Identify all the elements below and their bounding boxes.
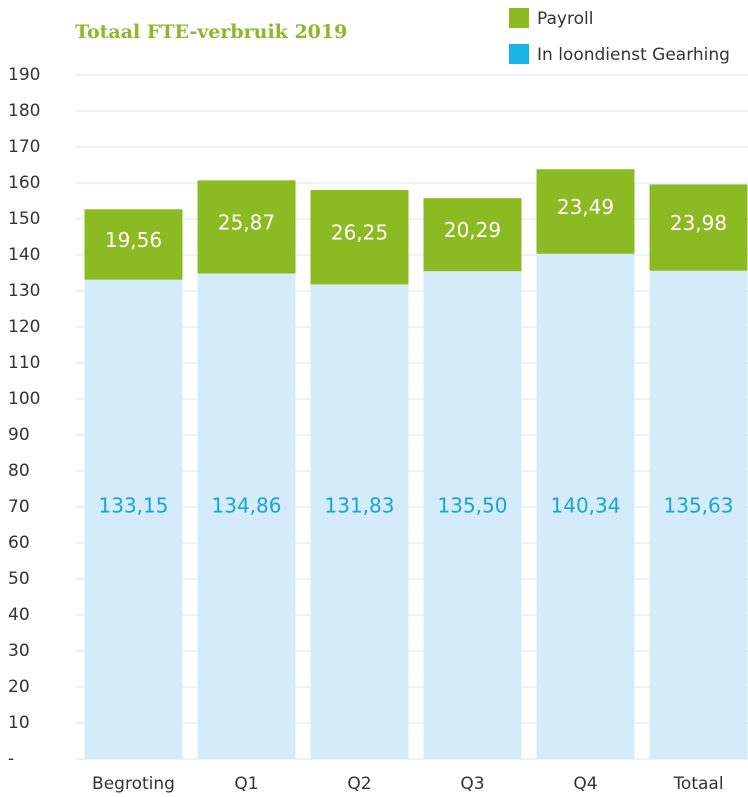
y-tick-label: 70 xyxy=(8,497,30,517)
legend-swatch xyxy=(509,8,529,28)
value-label: 133,15 xyxy=(99,494,169,518)
bar-segment xyxy=(536,169,635,254)
bar-segment xyxy=(84,209,183,280)
y-tick-label: 120 xyxy=(8,317,40,337)
value-label: 23,49 xyxy=(557,195,614,219)
y-tick-label: 40 xyxy=(8,605,30,625)
value-label: 135,63 xyxy=(664,494,734,518)
value-label: 25,87 xyxy=(218,210,275,234)
legend-label: Payroll xyxy=(537,9,593,29)
y-tick-label: 90 xyxy=(8,425,30,445)
y-tick-label: 140 xyxy=(8,245,40,265)
value-label: 20,29 xyxy=(444,218,501,242)
legend-label: In loondienst Gearhing xyxy=(537,45,730,65)
y-tick-label: 20 xyxy=(8,677,30,697)
bar-segment xyxy=(310,284,409,759)
legend-swatch xyxy=(509,44,529,64)
value-label: 23,98 xyxy=(670,211,727,235)
y-tick-label: 160 xyxy=(8,173,40,193)
y-tick-label: 110 xyxy=(8,353,40,373)
y-tick-label: 170 xyxy=(8,137,40,157)
value-label: 134,86 xyxy=(212,494,282,518)
bar-segment xyxy=(423,198,522,272)
y-tick-label: 180 xyxy=(8,101,40,121)
y-tick-label: 60 xyxy=(8,533,30,553)
bar-segment xyxy=(649,184,748,271)
bar-segment xyxy=(649,270,748,759)
x-tick-label: Totaal xyxy=(672,774,723,794)
y-tick-label: 190 xyxy=(8,65,40,85)
x-tick-label: Q1 xyxy=(234,774,258,794)
x-tick-label: Q2 xyxy=(347,774,371,794)
y-tick-label: 10 xyxy=(8,713,30,733)
bar-segment xyxy=(84,279,183,759)
chart-title: Totaal FTE-verbruik 2019 xyxy=(75,21,347,43)
y-tick-label: 50 xyxy=(8,569,30,589)
value-label: 135,50 xyxy=(438,494,508,518)
y-tick-label: 100 xyxy=(8,389,40,409)
y-tick-label: 30 xyxy=(8,641,30,661)
y-tick-label: 130 xyxy=(8,281,40,301)
y-tick-label: - xyxy=(8,749,14,769)
value-label: 26,25 xyxy=(331,221,388,245)
value-label: 140,34 xyxy=(551,494,621,518)
bar-segment xyxy=(197,273,296,759)
x-tick-label: Q4 xyxy=(573,774,597,794)
bar-segment xyxy=(536,253,635,759)
y-tick-label: 80 xyxy=(8,461,30,481)
value-label: 131,83 xyxy=(325,494,395,518)
bar-segment xyxy=(197,180,296,274)
x-tick-label: Begroting xyxy=(92,774,175,794)
x-tick-label: Q3 xyxy=(460,774,484,794)
bar-segment xyxy=(310,189,409,285)
y-tick-label: 150 xyxy=(8,209,40,229)
value-label: 19,56 xyxy=(105,228,162,252)
bar-segment xyxy=(423,271,522,759)
